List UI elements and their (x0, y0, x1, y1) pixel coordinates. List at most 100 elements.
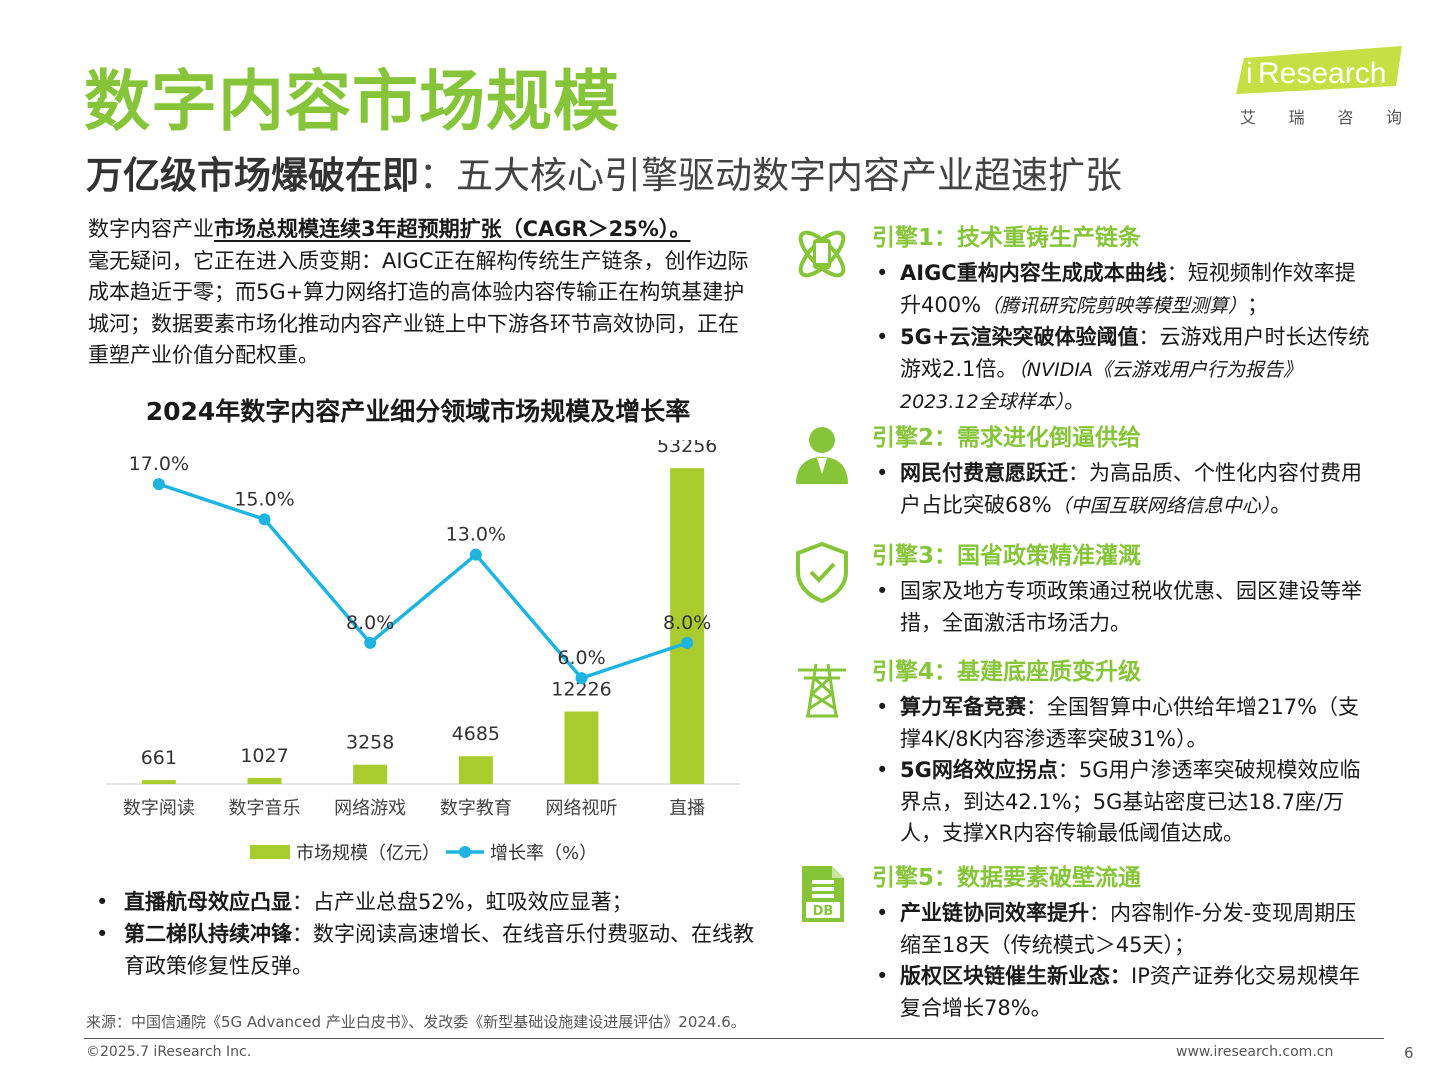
bar-value-label: 661 (141, 747, 177, 769)
engine-body: • 网民付费意愿跃迁：为高品质、个性化内容付费用户占比突破68%（中国互联网络信息… (874, 458, 1374, 522)
intro-lead: 数字内容产业 (88, 217, 214, 241)
bar (353, 764, 388, 784)
bar-value-label: 1027 (240, 745, 288, 767)
bullet-dot: • (876, 964, 889, 988)
legend-line-label: 增长率（%） (490, 843, 597, 864)
list-item: • 直播航母效应凸显：占产业总盘52%，虹吸效应显著； (94, 886, 774, 918)
website-link[interactable]: www.iresearch.com.cn (1176, 1044, 1334, 1060)
item-bold: 网民付费意愿跃迁 (900, 461, 1068, 485)
list-item: • 算力军备竞赛：全国智算中心供给年增217%（支撑4K/8K内容渗透率突破31%… (874, 692, 1374, 755)
source-note: 来源：中国信通院《5G Advanced 产业白皮书》、发改委《新型基础设施建设… (86, 1013, 746, 1031)
list-item: • 5G网络效应拐点：5G用户渗透率突破规模效应临界点，到达42.1%；5G基站密… (874, 755, 1374, 850)
engine-title: 引擎4：基建底座质变升级 (872, 659, 1142, 685)
engine-4: 引擎4：基建底座质变升级 • 算力军备竞赛：全国智算中心供给年增217%（支撑4K… (790, 656, 1390, 856)
shield-check-icon (796, 541, 848, 604)
bullet-dot: • (876, 695, 889, 719)
engine-body: • 算力军备竞赛：全国智算中心供给年增217%（支撑4K/8K内容渗透率突破31%… (874, 692, 1374, 850)
list-item: • 第二梯队持续冲锋：数字阅读高速增长、在线音乐付费驱动、在线教育政策修复性反弹。 (94, 918, 774, 982)
bar (141, 780, 176, 784)
legend-line-point (459, 846, 471, 858)
logo-cn: 艾 瑞 咨 询 (1240, 104, 1402, 128)
list-item: • 5G+云渲染突破体验阈值：云游戏用户时长达传统游戏2.1倍。（NVIDIA《云… (874, 322, 1374, 419)
engine-title: 引擎1：技术重铸生产链条 (872, 225, 1142, 251)
item-text: ：短视频制作效率提升400% (900, 261, 1356, 317)
growth-value-label: 13.0% (446, 524, 506, 546)
market-size-chart: 661 1027 3258 4685 12226 53256 17.0% 15.0% 8.0% 1… (106, 440, 740, 864)
bullet-dot: • (876, 325, 889, 349)
engine-body: • 产业链协同效率提升：内容制作-分发-变现周期压缩至18天（传统模式＞45天）；… (874, 898, 1374, 1024)
category-label: 直播 (669, 798, 705, 819)
engine-3: 引擎3：国省政策精准灌溉 • 国家及地方专项政策通过税收优惠、园区建设等举措，全面… (790, 540, 1390, 640)
bar-value-label: 12226 (551, 678, 611, 700)
item-bold: 产业链协同效率提升 (900, 901, 1089, 925)
item-bold: 算力军备竞赛 (900, 695, 1026, 719)
phone-atom-icon (798, 230, 846, 278)
bullet-dot: • (96, 890, 109, 914)
bar (247, 777, 282, 784)
growth-value-label: 6.0% (557, 647, 605, 669)
item-tail: 。 (1270, 492, 1292, 517)
category-label: 数字阅读 (123, 798, 195, 819)
item-note: （NVIDIA《云游戏用户行为报告》2023.12全球样本） (900, 358, 1302, 414)
growth-point (364, 636, 377, 649)
engine-body: • 国家及地方专项政策通过税收优惠、园区建设等举措，全面激活市场活力。 (874, 576, 1374, 639)
subtitle-rest: ：五大核心引擎驱动数字内容产业超速扩张 (419, 154, 1122, 197)
item-text: ：内容制作-分发-变现周期压缩至18天（传统模式＞45天）； (900, 901, 1357, 957)
growth-point (681, 636, 694, 649)
chart-takeaways: • 直播航母效应凸显：占产业总盘52%，虹吸效应显著； • 第二梯队持续冲锋：数字阅… (94, 886, 774, 982)
bullet-dot: • (876, 758, 889, 782)
bullet-bold: 第二梯队持续冲锋 (124, 922, 292, 946)
page-subtitle: 万亿级市场爆破在即：五大核心引擎驱动数字内容产业超速扩张 (86, 150, 1122, 202)
intro-paragraph: 数字内容产业市场总规模连续3年超预期扩张（CAGR＞25%）。 毫无疑问，它正在进… (88, 214, 756, 372)
item-text: ：5G用户渗透率突破规模效应临界点，到达42.1%；5G基站密度已达18.7座/… (900, 758, 1361, 845)
bullet-dot: • (876, 461, 889, 485)
logo-cn-char: 艾 (1240, 108, 1257, 127)
item-tail: ； (1247, 292, 1269, 317)
intro-highlight: 市场总规模连续3年超预期扩张（CAGR＞25%）。 (214, 217, 691, 241)
logo-cn-char: 咨 (1337, 108, 1354, 127)
category-label: 网络游戏 (334, 798, 406, 819)
bullet-text: ：占产业总盘52%，虹吸效应显著； (292, 890, 633, 914)
list-item: • 版权区块链催生新业态：IP资产证券化交易规模年复合增长78%。 (874, 961, 1374, 1024)
bullet-text: ：数字阅读高速增长、在线音乐付费驱动、在线教育政策修复性反弹。 (124, 922, 754, 978)
list-item: • 国家及地方专项政策通过税收优惠、园区建设等举措，全面激活市场活力。 (874, 576, 1374, 639)
legend-bar-label: 市场规模（亿元） (296, 843, 440, 864)
subtitle-bold: 万亿级市场爆破在即 (86, 154, 419, 197)
item-text: ：云游戏用户时长达传统游戏2.1倍。 (900, 325, 1370, 381)
logo-cn-char: 询 (1385, 108, 1402, 127)
bar-value-label: 3258 (346, 732, 394, 754)
growth-line (158, 482, 688, 681)
growth-point (575, 672, 588, 685)
list-item: • 产业链协同效率提升：内容制作-分发-变现周期压缩至18天（传统模式＞45天）； (874, 898, 1374, 961)
category-label: 数字教育 (440, 798, 512, 819)
bar (670, 468, 705, 784)
list-item: • AIGC重构内容生成成本曲线：短视频制作效率提升400%（腾讯研究院剪映等模型… (874, 258, 1374, 322)
bar (458, 756, 493, 784)
engine-5: DB 引擎5：数据要素破壁流通 • 产业链协同效率提升：内容制作-分发-变现周期压… (790, 862, 1390, 1032)
item-bold: 5G网络效应拐点 (900, 758, 1058, 782)
iresearch-logo: i Research 艾 瑞 咨 询 (1236, 46, 1406, 130)
tower-icon (798, 663, 846, 718)
growth-value-label: 8.0% (663, 612, 711, 634)
logo-tag: i Research (1236, 46, 1402, 94)
page-title: 数字内容市场规模 (84, 63, 620, 140)
category-label: 数字音乐 (229, 798, 301, 819)
logo-research: Research (1258, 57, 1386, 90)
growth-point (469, 548, 482, 561)
user-icon (796, 427, 848, 484)
bullet-dot: • (96, 922, 109, 946)
item-tail: 。 (1064, 389, 1086, 413)
bar (564, 711, 599, 784)
engine-1: 引擎1：技术重铸生产链条 • AIGC重构内容生成成本曲线：短视频制作效率提升40… (790, 222, 1390, 413)
logo-i: i (1246, 57, 1253, 90)
growth-value-label: 8.0% (346, 612, 394, 634)
item-text: 国家及地方专项政策通过税收优惠、园区建设等举措，全面激活市场活力。 (900, 579, 1362, 635)
item-note: （中国互联网络信息中心） (1051, 494, 1271, 517)
item-bold: 5G+云渲染突破体验阈值 (900, 325, 1139, 349)
bar-value-label: 53256 (657, 440, 717, 457)
bullet-bold: 直播航母效应凸显 (124, 890, 292, 914)
bullet-dot: • (876, 901, 889, 925)
category-label: 网络视听 (546, 798, 618, 819)
engine-body: • AIGC重构内容生成成本曲线：短视频制作效率提升400%（腾讯研究院剪映等模型… (874, 258, 1374, 419)
legend-bar-swatch (250, 845, 290, 859)
